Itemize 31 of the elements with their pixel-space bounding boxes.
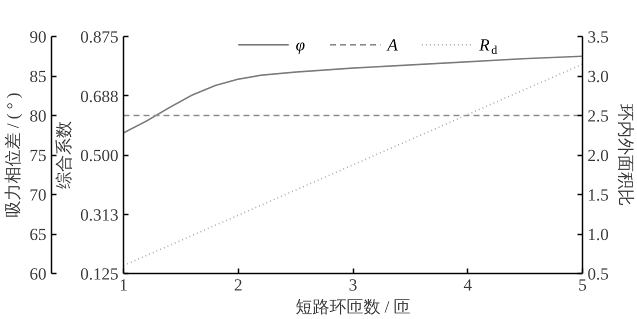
y2-tick-label: 2.0 xyxy=(588,146,609,165)
x-tick-label: 2 xyxy=(234,276,242,294)
y-tick-label: 0.688 xyxy=(80,86,118,106)
y2-tick-label: 1.5 xyxy=(588,186,609,204)
line-series xyxy=(124,55,582,134)
legend-label: A xyxy=(386,35,398,54)
y-tick-label: 0.313 xyxy=(80,205,118,224)
y2-tick-label: 2.5 xyxy=(588,106,609,126)
y-tick-label: 0.125 xyxy=(80,264,118,284)
x-tick-label: 4 xyxy=(464,276,472,294)
y3-axis-title: 吸力相位差 / ( ° ) xyxy=(4,92,22,218)
y-tick-label: 0.500 xyxy=(80,146,118,165)
y3-tick-label: 90 xyxy=(30,28,46,46)
y-tick-label: 0.875 xyxy=(80,28,118,46)
x-tick-label: 1 xyxy=(119,276,128,294)
y3-tick-label: 60 xyxy=(30,264,46,284)
x-axis-title: 短路环匝数 / 匝 xyxy=(295,298,411,316)
x-tick-label: 3 xyxy=(348,276,358,294)
legend-label: φ xyxy=(296,35,306,54)
y3-tick-label: 75 xyxy=(30,146,46,165)
y2-tick-label: 3.0 xyxy=(588,67,609,86)
y2-tick-label: 0.5 xyxy=(588,264,609,284)
y2-axis-title: 环内外面积比 xyxy=(616,104,635,206)
y-axis-title: 综合系数 xyxy=(54,121,74,189)
y3-tick-label: 80 xyxy=(30,106,46,126)
y2-tick-label: 3.5 xyxy=(588,28,609,46)
y2-tick-label: 1.0 xyxy=(588,225,609,244)
y3-tick-label: 70 xyxy=(30,186,46,204)
x-tick-label: 5 xyxy=(578,276,587,294)
y3-tick-label: 65 xyxy=(30,225,46,244)
y3-tick-label: 85 xyxy=(30,67,46,86)
